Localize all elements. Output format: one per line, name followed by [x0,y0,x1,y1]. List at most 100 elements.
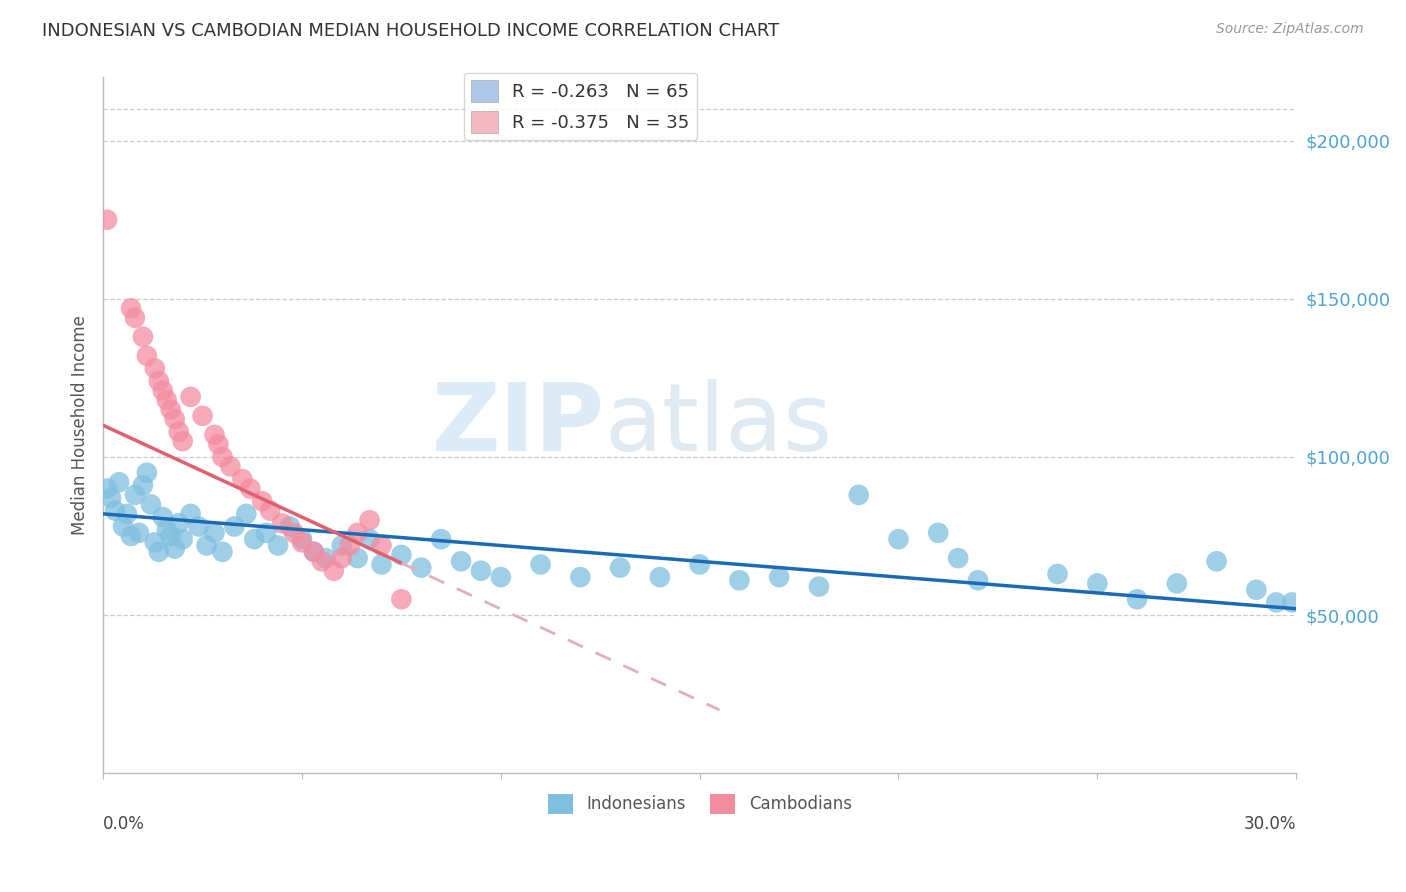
Point [927,525,949,540]
Point [163,412,186,426]
Point [156,523,179,537]
Point [728,574,751,588]
Point [152,510,174,524]
Text: 0.0%: 0.0% [103,815,145,833]
Legend: Indonesians, Cambodians: Indonesians, Cambodians [541,787,859,821]
Point [172,532,194,546]
Point [148,545,170,559]
Point [111,519,134,533]
Point [143,361,166,376]
Point [339,539,361,553]
Text: 30.0%: 30.0% [1244,815,1296,833]
Point [807,580,830,594]
Point [967,574,990,588]
Point [1126,592,1149,607]
Point [271,516,294,531]
Point [254,525,277,540]
Point [267,539,290,553]
Point [211,450,233,464]
Point [239,482,262,496]
Point [163,541,186,556]
Point [132,330,155,344]
Point [172,434,194,449]
Point [250,494,273,508]
Point [311,554,333,568]
Point [243,532,266,546]
Point [946,551,969,566]
Point [346,525,368,540]
Point [389,548,412,562]
Point [195,539,218,553]
Point [135,349,157,363]
Point [768,570,790,584]
Point [235,507,257,521]
Point [207,437,229,451]
Point [148,374,170,388]
Point [224,519,246,533]
Point [359,513,381,527]
Point [231,472,253,486]
Point [302,545,325,559]
Point [120,529,142,543]
Point [322,564,344,578]
Point [470,564,492,578]
Point [1205,554,1227,568]
Point [1246,582,1268,597]
Point [648,570,671,584]
Point [180,390,202,404]
Point [569,570,592,584]
Point [848,488,870,502]
Point [124,488,146,502]
Point [204,427,226,442]
Point [115,507,138,521]
Point [370,539,392,553]
Point [152,384,174,398]
Point [359,532,381,546]
Point [370,558,392,572]
Point [132,478,155,492]
Point [430,532,453,546]
Point [143,535,166,549]
Point [1085,576,1108,591]
Point [120,301,142,316]
Point [450,554,472,568]
Point [135,466,157,480]
Point [1265,595,1288,609]
Point [489,570,512,584]
Point [104,504,127,518]
Point [278,519,301,533]
Point [389,592,412,607]
Point [411,560,433,574]
Point [529,558,551,572]
Point [108,475,131,490]
Point [315,551,337,566]
Point [291,535,314,549]
Point [187,519,209,533]
Point [211,545,233,559]
Point [887,532,910,546]
Point [156,392,179,407]
Point [283,525,305,540]
Point [191,409,214,423]
Point [330,551,353,566]
Text: atlas: atlas [605,379,832,471]
Point [124,310,146,325]
Point [167,425,190,439]
Point [330,539,353,553]
Point [180,507,202,521]
Point [1046,566,1069,581]
Point [259,504,281,518]
Text: Source: ZipAtlas.com: Source: ZipAtlas.com [1216,22,1364,37]
Point [100,491,122,505]
Text: ZIP: ZIP [432,379,605,471]
Point [1166,576,1188,591]
Point [346,551,368,566]
Text: INDONESIAN VS CAMBODIAN MEDIAN HOUSEHOLD INCOME CORRELATION CHART: INDONESIAN VS CAMBODIAN MEDIAN HOUSEHOLD… [42,22,779,40]
Point [159,529,181,543]
Point [167,516,190,531]
Point [219,459,242,474]
Point [291,532,314,546]
Point [609,560,631,574]
Point [159,402,181,417]
Point [128,525,150,540]
